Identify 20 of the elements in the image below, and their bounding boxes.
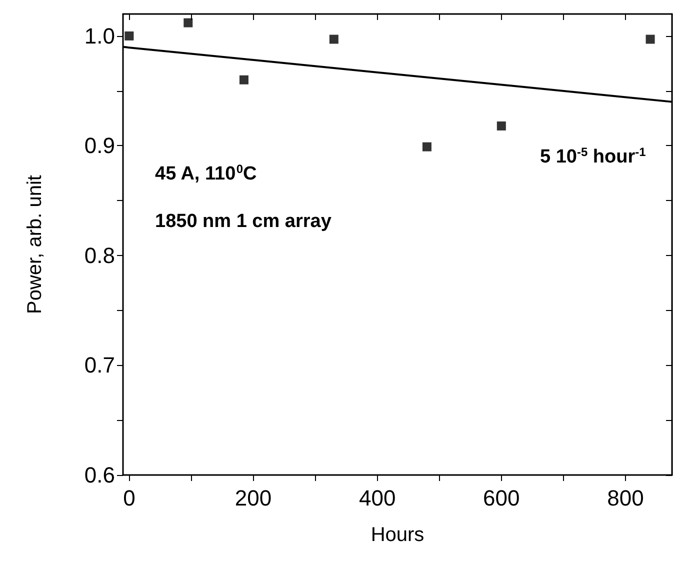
x-axis-title: Hours bbox=[370, 524, 424, 546]
point bbox=[184, 18, 193, 28]
y-tick-label: 0.9 bbox=[84, 133, 115, 158]
x-tick-label: 400 bbox=[358, 486, 396, 510]
x-tick-label: 0 bbox=[123, 486, 136, 510]
point bbox=[239, 75, 248, 84]
y-tick-label: 0.7 bbox=[84, 352, 115, 378]
point bbox=[496, 121, 506, 130]
point bbox=[124, 31, 134, 40]
y-tick-label: 0.8 bbox=[84, 242, 115, 268]
x-tick-label: 800 bbox=[607, 486, 644, 510]
point bbox=[329, 34, 338, 44]
point bbox=[422, 142, 432, 152]
y-tick-label: 0.6 bbox=[84, 462, 115, 488]
y-axis-title: Power, arb. unit bbox=[24, 174, 46, 314]
annotation: 1850 nm 1 cm array bbox=[155, 211, 332, 232]
y-tick-label: 1.0 bbox=[84, 23, 115, 48]
x-tick-label: 200 bbox=[234, 486, 272, 510]
point bbox=[646, 34, 655, 44]
x-tick-label: 600 bbox=[483, 486, 520, 510]
